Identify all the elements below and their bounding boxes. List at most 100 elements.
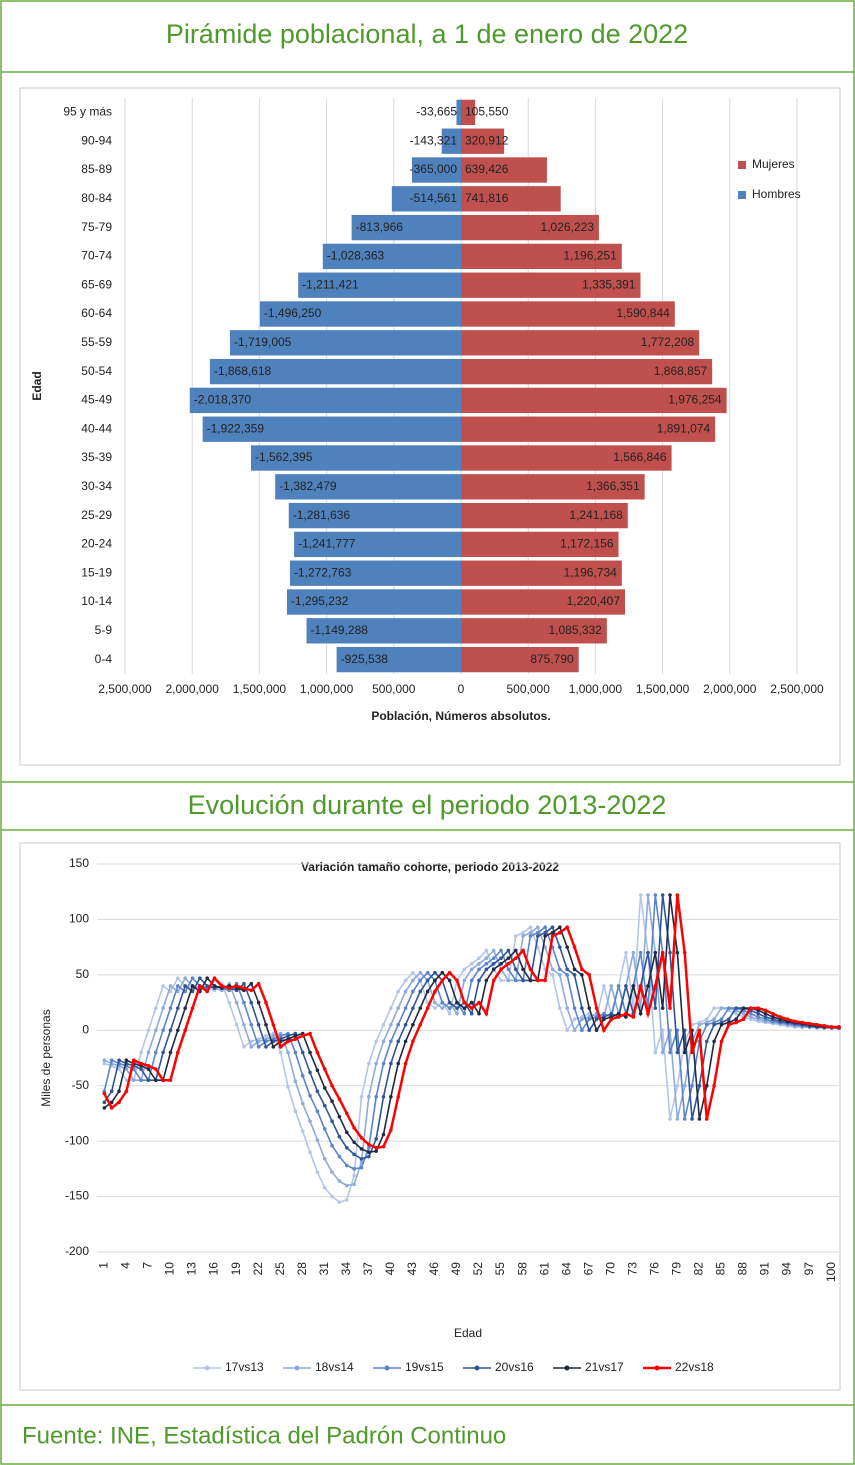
x-tick-label: 91 — [758, 1262, 772, 1276]
point — [403, 1022, 408, 1027]
bar — [391, 186, 461, 212]
x-tick-label: 2,500,000 — [98, 682, 152, 696]
x-tick-label: 16 — [207, 1262, 221, 1276]
point — [506, 978, 511, 983]
point — [212, 984, 217, 988]
point — [300, 1129, 305, 1133]
point — [565, 1006, 569, 1010]
point — [682, 1117, 687, 1121]
point — [447, 970, 452, 975]
source-note: Fuente: INE, Estadística del Padrón Cont… — [22, 1422, 506, 1449]
x-tick-label: 64 — [559, 1262, 573, 1276]
point — [161, 1028, 165, 1033]
point — [242, 1045, 246, 1049]
point — [153, 1067, 158, 1071]
legend-swatch — [654, 1365, 660, 1371]
x-tick-label: 79 — [670, 1262, 684, 1276]
legend-label: 19vs15 — [405, 1360, 444, 1374]
point — [168, 1028, 173, 1033]
point — [506, 948, 511, 953]
point — [124, 1089, 129, 1094]
point — [484, 956, 489, 961]
point — [146, 1078, 151, 1082]
value-label: 1,085,332 — [548, 623, 602, 637]
point — [594, 1006, 599, 1010]
point — [602, 1017, 606, 1021]
value-label: -2,018,370 — [194, 393, 252, 407]
point — [558, 925, 562, 929]
point — [528, 967, 533, 972]
point — [315, 1089, 320, 1094]
point — [521, 948, 525, 953]
point — [396, 1006, 401, 1010]
point — [190, 1006, 195, 1010]
point — [822, 1024, 827, 1028]
value-label: 1,335,391 — [582, 277, 636, 291]
point — [477, 956, 481, 961]
bar — [351, 214, 461, 241]
bar — [441, 128, 461, 154]
point — [433, 1006, 437, 1010]
section-heading: Pirámide poblacional, a 1 de enero de 20… — [166, 19, 688, 49]
point — [352, 1173, 356, 1178]
point — [153, 1078, 158, 1082]
value-label: 1,196,734 — [563, 565, 617, 579]
point — [381, 1022, 386, 1027]
point — [477, 961, 481, 966]
bar — [461, 589, 626, 615]
x-tick-label: 1,500,000 — [233, 682, 287, 696]
point — [668, 893, 672, 897]
x-tick-label: 22 — [251, 1262, 265, 1276]
point — [374, 1149, 378, 1153]
point — [139, 1061, 143, 1066]
point — [587, 1017, 592, 1021]
point — [638, 893, 643, 897]
point — [800, 1020, 805, 1025]
x-tick-label: 88 — [736, 1262, 750, 1276]
value-label: 1,590,844 — [616, 306, 670, 320]
point — [374, 1095, 378, 1099]
point — [616, 984, 621, 988]
point — [117, 1058, 121, 1063]
point — [829, 1025, 834, 1029]
bar — [461, 618, 607, 644]
point — [756, 1006, 760, 1010]
x-tick-label: 61 — [537, 1262, 551, 1276]
point — [491, 948, 496, 953]
value-label: -1,281,636 — [293, 508, 351, 522]
legend-label: 20vs16 — [495, 1360, 534, 1374]
point — [506, 967, 511, 972]
point — [374, 1061, 378, 1066]
point — [139, 1067, 143, 1071]
point — [778, 1015, 783, 1019]
point — [389, 1061, 393, 1066]
x-tick-label: 82 — [692, 1262, 706, 1276]
point — [183, 976, 187, 980]
point — [719, 1017, 724, 1021]
point — [462, 1000, 467, 1005]
point — [264, 1022, 268, 1027]
point — [389, 1006, 393, 1010]
x-axis-label: Población, Números absolutos. — [371, 709, 550, 723]
point — [506, 956, 511, 961]
point — [403, 989, 408, 994]
point — [697, 1117, 702, 1121]
point — [330, 1119, 334, 1123]
point — [403, 1061, 408, 1066]
point — [653, 1006, 658, 1010]
point — [153, 1050, 158, 1055]
point — [734, 1006, 738, 1010]
y-tick-label: 60-64 — [81, 306, 112, 320]
x-tick-label: 43 — [405, 1262, 419, 1276]
x-tick-label: 2,500,000 — [770, 682, 824, 696]
point — [315, 1050, 320, 1055]
point — [477, 978, 481, 983]
y-tick-label: 30-34 — [81, 479, 112, 493]
point — [447, 1006, 452, 1010]
value-label: -1,719,005 — [234, 335, 292, 349]
bar — [275, 474, 461, 500]
point — [455, 1000, 459, 1005]
point — [602, 1011, 606, 1016]
legend-swatch — [564, 1365, 570, 1371]
point — [367, 1142, 371, 1147]
